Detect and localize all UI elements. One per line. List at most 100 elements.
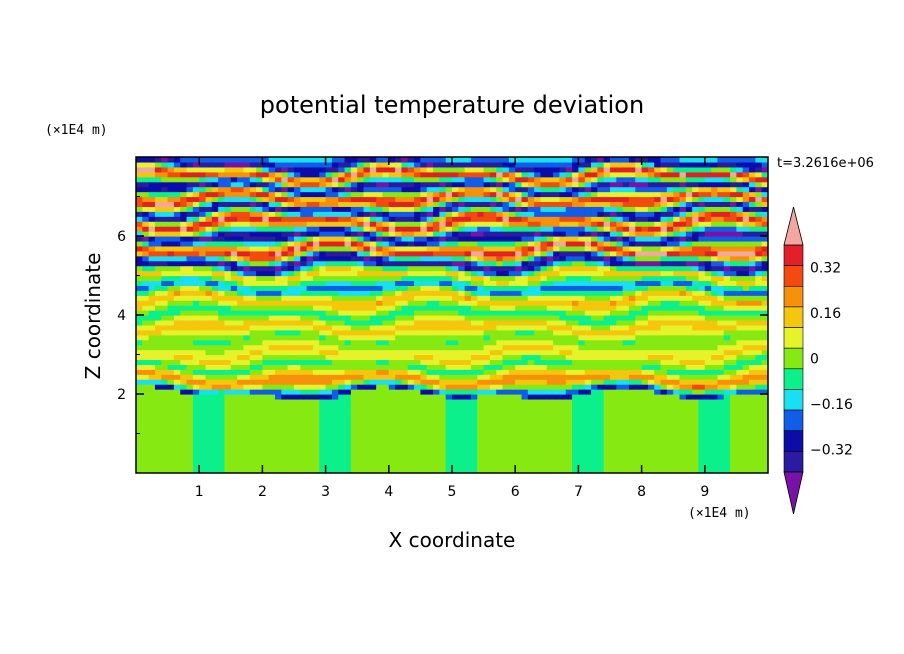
field-cell — [433, 319, 440, 326]
field-cell — [407, 240, 415, 247]
field-cell — [249, 240, 257, 247]
field-cell — [470, 285, 478, 291]
field-cell — [319, 315, 327, 321]
field-cell — [376, 443, 384, 449]
field-cell — [363, 260, 371, 267]
field-cell — [458, 448, 466, 454]
field-cell — [603, 305, 611, 311]
field-cell — [249, 329, 257, 336]
field-cell — [477, 285, 485, 291]
field-cell — [154, 364, 162, 370]
field-cell — [388, 408, 396, 415]
field-cell — [527, 403, 535, 410]
field-cell — [578, 438, 586, 444]
field-cell — [331, 161, 339, 168]
field-cell — [496, 448, 504, 454]
field-cell — [369, 211, 377, 217]
field-cell — [167, 354, 175, 361]
field-cell — [565, 176, 573, 183]
field-cell — [470, 389, 478, 395]
field-cell — [136, 300, 143, 306]
field-cell — [401, 275, 409, 282]
field-cell — [395, 413, 403, 420]
field-cell — [306, 354, 314, 361]
field-cell — [173, 433, 181, 440]
field-cell — [142, 428, 150, 435]
field-cell — [546, 231, 554, 237]
field-cell — [205, 315, 213, 321]
field-cell — [167, 389, 175, 395]
field-cell — [363, 443, 371, 449]
field-cell — [388, 196, 396, 203]
field-cell — [382, 349, 390, 356]
field-cell — [376, 157, 384, 163]
field-cell — [420, 196, 428, 203]
field-cell — [584, 389, 592, 395]
field-cell — [439, 240, 447, 247]
field-cell — [401, 403, 409, 410]
field-cell — [559, 329, 567, 336]
field-cell — [338, 453, 346, 459]
field-cell — [540, 176, 548, 183]
field-cell — [294, 260, 301, 267]
field-cell — [148, 448, 156, 454]
field-cell — [578, 255, 586, 262]
field-cell — [445, 468, 453, 473]
field-cell — [439, 171, 447, 178]
field-cell — [306, 255, 314, 262]
field-cell — [470, 295, 478, 301]
field-cell — [540, 300, 548, 306]
field-cell — [515, 265, 523, 272]
field-cell — [186, 369, 194, 375]
field-cell — [414, 171, 421, 178]
field-cell — [154, 216, 162, 222]
field-cell — [388, 324, 396, 331]
field-cell — [578, 191, 586, 198]
field-cell — [591, 428, 598, 435]
field-cell — [610, 369, 617, 375]
field-cell — [205, 389, 213, 395]
field-cell — [452, 329, 459, 336]
field-cell — [477, 374, 485, 380]
field-cell — [508, 468, 516, 473]
field-cell — [142, 364, 150, 370]
field-cell — [610, 161, 617, 168]
field-cell — [546, 354, 554, 361]
field-cell — [477, 240, 485, 247]
field-cell — [262, 245, 270, 252]
field-cell — [180, 418, 188, 425]
field-cell — [148, 369, 156, 375]
field-cell — [584, 403, 592, 410]
field-cell — [502, 398, 510, 405]
field-cell — [610, 270, 617, 277]
field-cell — [426, 157, 434, 163]
field-cell — [452, 463, 459, 469]
field-cell — [338, 398, 346, 405]
field-cell — [483, 191, 491, 198]
field-cell — [527, 344, 535, 351]
field-cell — [268, 191, 276, 198]
field-cell — [300, 428, 308, 435]
field-cell — [192, 161, 200, 168]
field-cell — [597, 379, 605, 385]
field-cell — [319, 413, 327, 420]
field-cell — [597, 443, 605, 449]
field-cell — [452, 255, 459, 262]
field-cell — [287, 433, 295, 440]
field-cell — [224, 354, 232, 361]
field-cell — [148, 275, 156, 282]
field-cell — [515, 310, 523, 316]
field-cell — [237, 453, 245, 459]
field-cell — [243, 260, 251, 267]
field-cell — [508, 354, 516, 361]
field-cell — [256, 300, 263, 306]
field-cell — [534, 448, 542, 454]
field-cell — [142, 280, 150, 286]
field-cell — [414, 265, 421, 272]
field-cell — [154, 433, 162, 440]
field-cell — [167, 181, 175, 188]
field-cell — [489, 236, 497, 242]
field-cell — [275, 206, 282, 212]
field-cell — [249, 250, 257, 257]
field-cell — [502, 463, 510, 469]
